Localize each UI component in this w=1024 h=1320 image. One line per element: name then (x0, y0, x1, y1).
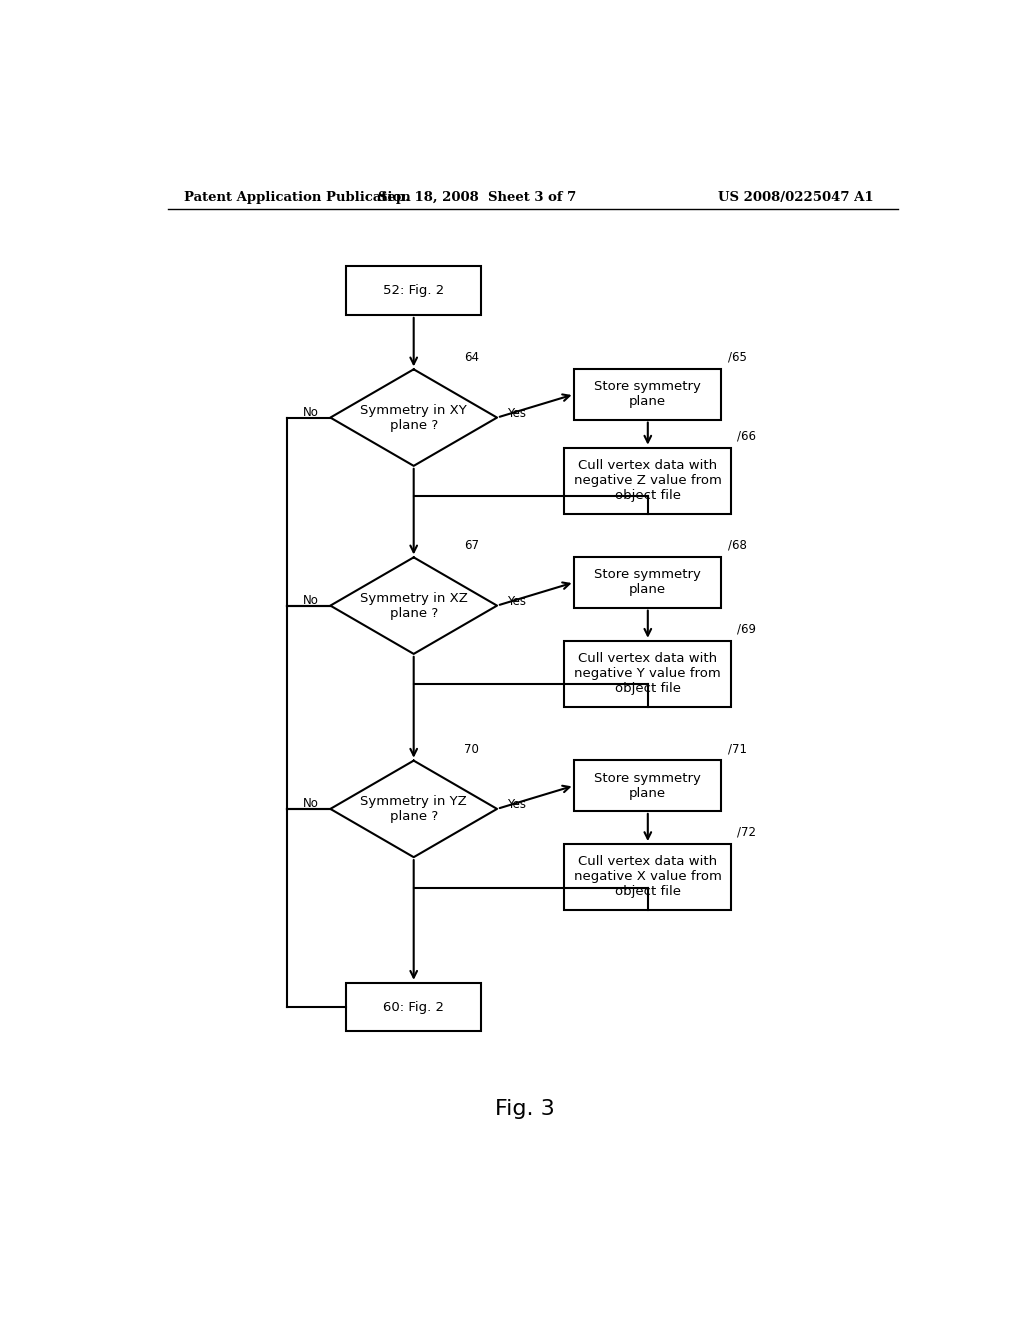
Text: Symmetry in XY
plane ?: Symmetry in XY plane ? (360, 404, 467, 432)
Bar (564, 843, 731, 909)
Polygon shape (331, 760, 497, 857)
Text: Symmetry in XZ
plane ?: Symmetry in XZ plane ? (359, 591, 468, 619)
Bar (346, 982, 481, 1031)
Text: /69: /69 (737, 623, 757, 636)
Bar (574, 557, 721, 607)
Text: No: No (302, 407, 318, 418)
Text: Yes: Yes (507, 799, 525, 812)
Text: 67: 67 (464, 540, 478, 552)
Text: Cull vertex data with
negative Y value from
object file: Cull vertex data with negative Y value f… (574, 652, 721, 696)
Text: /71: /71 (728, 742, 746, 755)
Text: 70: 70 (464, 743, 478, 755)
Text: Yes: Yes (507, 407, 525, 420)
Text: /66: /66 (737, 429, 757, 442)
Text: 60: Fig. 2: 60: Fig. 2 (383, 1001, 444, 1014)
Text: Yes: Yes (507, 595, 525, 609)
Text: /68: /68 (728, 539, 746, 552)
Text: Patent Application Publication: Patent Application Publication (183, 190, 411, 203)
Text: US 2008/0225047 A1: US 2008/0225047 A1 (719, 190, 873, 203)
Text: 52: Fig. 2: 52: Fig. 2 (383, 284, 444, 297)
Text: No: No (302, 594, 318, 607)
Text: Fig. 3: Fig. 3 (495, 1098, 555, 1119)
Bar (574, 760, 721, 810)
Text: Store symmetry
plane: Store symmetry plane (594, 380, 701, 408)
Text: Cull vertex data with
negative X value from
object file: Cull vertex data with negative X value f… (573, 855, 722, 899)
Text: Sep. 18, 2008  Sheet 3 of 7: Sep. 18, 2008 Sheet 3 of 7 (378, 190, 577, 203)
Bar (564, 640, 731, 706)
Text: Store symmetry
plane: Store symmetry plane (594, 771, 701, 800)
Text: No: No (302, 797, 318, 810)
Text: 64: 64 (464, 351, 478, 364)
Text: Store symmetry
plane: Store symmetry plane (594, 568, 701, 597)
Text: Cull vertex data with
negative Z value from
object file: Cull vertex data with negative Z value f… (573, 459, 722, 502)
Text: Symmetry in YZ
plane ?: Symmetry in YZ plane ? (360, 795, 467, 822)
Polygon shape (331, 557, 497, 653)
Bar (346, 267, 481, 315)
Text: /65: /65 (728, 351, 746, 364)
Text: /72: /72 (737, 826, 757, 840)
Polygon shape (331, 370, 497, 466)
Bar (564, 447, 731, 513)
Bar (574, 368, 721, 420)
